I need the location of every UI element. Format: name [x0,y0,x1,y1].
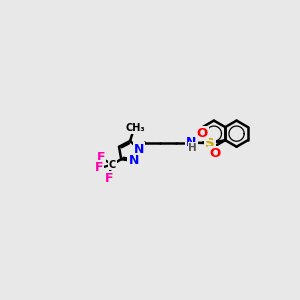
Text: CH₃: CH₃ [125,123,145,133]
Text: F: F [95,161,103,174]
Text: N: N [128,154,139,167]
Text: O: O [209,147,221,160]
Text: C: C [109,160,116,170]
Text: N: N [134,143,144,156]
Text: F: F [104,172,113,185]
Text: N: N [186,136,197,149]
Text: F: F [97,152,105,164]
Text: S: S [205,137,214,150]
Text: O: O [196,127,208,140]
Text: H: H [188,143,197,153]
